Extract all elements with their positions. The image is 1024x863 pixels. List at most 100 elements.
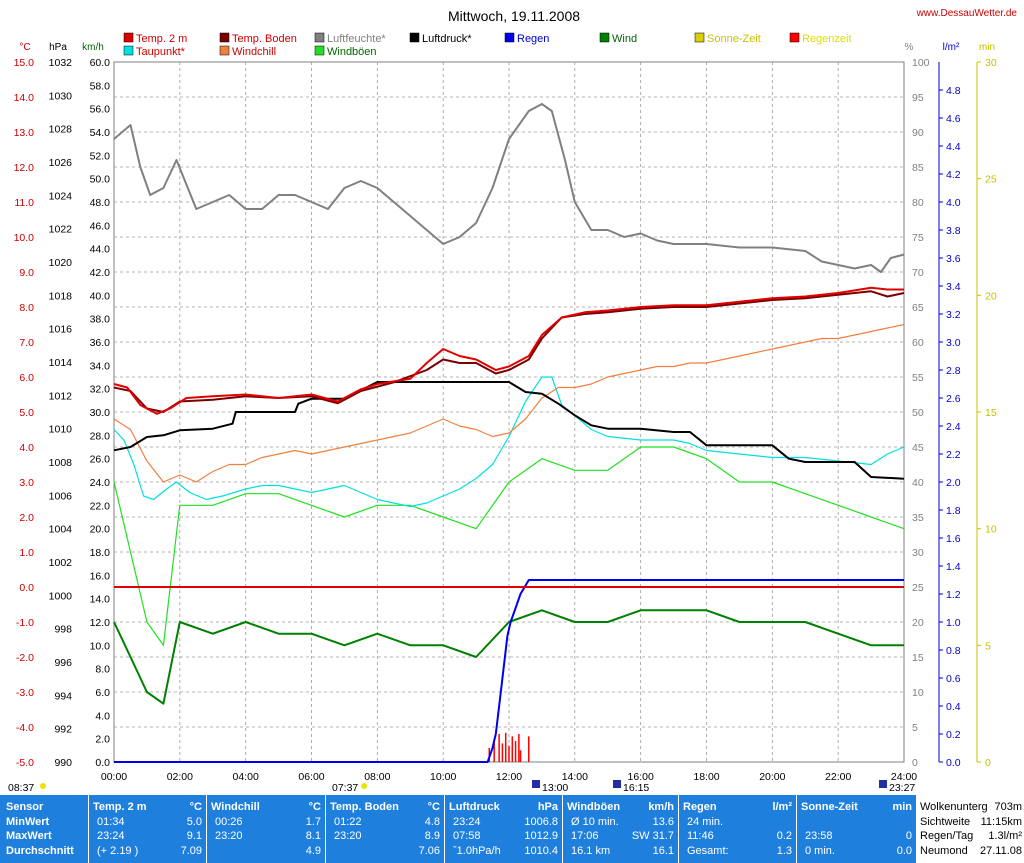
site-link[interactable]: www.DessauWetter.de bbox=[916, 8, 1018, 19]
hum_ticks-tick-label: 65 bbox=[912, 302, 924, 314]
weather-chart: Mittwoch, 19.11.2008 www.DessauWetter.de… bbox=[8, 8, 1018, 794]
temp_ticks-tick-label: 12.0 bbox=[14, 162, 35, 174]
legend-label: Taupunkt* bbox=[136, 46, 186, 58]
stats-value-row: 01:22 4.8 bbox=[334, 815, 440, 829]
wind_ticks-tick-label: 6.0 bbox=[95, 687, 110, 699]
press_ticks-tick-label: 1028 bbox=[49, 124, 73, 136]
series-windb-en bbox=[113, 446, 905, 646]
hum_ticks-tick-label: 15 bbox=[912, 652, 924, 664]
wind_ticks-tick-label: 14.0 bbox=[90, 594, 111, 606]
hum_ticks-tick-label: 45 bbox=[912, 442, 924, 454]
stats-panel: Regen l/m² 24 min. 11:46 0.2 Gesamt: 1.3 bbox=[679, 795, 796, 863]
time-marker-label: 08:37 bbox=[8, 782, 34, 794]
stats-row-label: Durchschnitt bbox=[6, 844, 74, 857]
wind_ticks-tick-label: 0.0 bbox=[95, 757, 110, 769]
legend-swatch bbox=[314, 32, 325, 43]
hum_ticks-tick-label: 0 bbox=[912, 757, 918, 769]
time-marker-label: 23:27 bbox=[889, 782, 915, 794]
series-temp-boden bbox=[113, 290, 905, 413]
legend-swatch bbox=[694, 32, 705, 43]
stats-value: 13.6 bbox=[652, 815, 674, 828]
stats-time: 23:24 bbox=[97, 830, 125, 842]
wind_ticks-tick-label: 52.0 bbox=[90, 150, 111, 162]
legend-swatch bbox=[314, 45, 325, 56]
axis-unit-sun: min bbox=[979, 42, 995, 53]
rain-tick-label: 4.8 bbox=[946, 85, 961, 97]
press_ticks-tick-label: 1008 bbox=[49, 457, 73, 469]
stats-value-row bbox=[805, 815, 912, 829]
press_ticks-tick-label: 1014 bbox=[49, 357, 73, 369]
rain-tick-label: 4.2 bbox=[946, 169, 961, 181]
extra-info-panel: Wolkenunterg 703m Sichtweite 11:15km Regen/T… bbox=[917, 795, 1024, 863]
chart-legend: Temp. 2 m Temp. Boden Luftfeuchte* Luftdruc… bbox=[123, 32, 852, 58]
stats-row-label: Sensor bbox=[6, 801, 44, 813]
temp_ticks-tick-label: 11.0 bbox=[14, 197, 34, 209]
wind_ticks-tick-label: 34.0 bbox=[90, 360, 111, 372]
press_ticks-tick-label: 994 bbox=[54, 690, 72, 702]
rain-tick-label: 1.0 bbox=[946, 617, 961, 629]
wind_ticks-tick-label: 56.0 bbox=[90, 104, 111, 116]
axis-unit-press: hPa bbox=[49, 42, 67, 53]
stats-time: 01:22 bbox=[334, 815, 362, 828]
hum_ticks-tick-label: 90 bbox=[912, 127, 924, 139]
rain-tick-label: 0.6 bbox=[946, 673, 961, 685]
press_ticks-tick-label: 1012 bbox=[49, 390, 73, 402]
wind_ticks-tick-label: 22.0 bbox=[90, 500, 111, 512]
temp_ticks-tick-label: 10.0 bbox=[14, 232, 35, 244]
temp_ticks-tick-label: 14.0 bbox=[14, 92, 35, 104]
wind_ticks-tick-label: 4.0 bbox=[95, 710, 110, 722]
temp_ticks-tick-label: 6.0 bbox=[19, 372, 34, 384]
wind_ticks-tick-label: 48.0 bbox=[90, 197, 111, 209]
legend-swatch bbox=[789, 32, 800, 43]
stats-panel: Windböen km/h Ø 10 min. 13.6 17:06 SW 31.7 16.… bbox=[563, 795, 678, 863]
x-tick-label: 04:00 bbox=[233, 771, 259, 783]
wind_ticks-tick-label: 26.0 bbox=[90, 454, 111, 466]
rain-tick-label: 1.4 bbox=[946, 561, 961, 573]
rain-tick-label: 0.0 bbox=[946, 757, 961, 769]
stats-value: 1012.9 bbox=[524, 830, 558, 842]
legend-swatch bbox=[409, 32, 420, 43]
temp_ticks-tick-label: 2.0 bbox=[19, 512, 34, 524]
extra-info-label: Wolkenunterg bbox=[920, 801, 988, 813]
stats-value-row: 23:24 9.1 bbox=[97, 829, 202, 843]
stats-value: 0.2 bbox=[776, 830, 792, 842]
sun-tick-label: 0 bbox=[985, 757, 991, 769]
extra-info-row: Neumond 27.11.08 bbox=[920, 844, 1022, 858]
press_ticks-tick-label: 1018 bbox=[49, 290, 73, 302]
legend-label: Temp. 2 m bbox=[136, 33, 187, 45]
series-luftdruck- bbox=[113, 381, 905, 480]
axis-unit-hum: % bbox=[905, 42, 914, 53]
stats-value: 9.1 bbox=[186, 830, 202, 842]
stats-value-row: 0 min. 0.0 bbox=[805, 844, 912, 858]
hum_ticks-tick-label: 80 bbox=[912, 197, 924, 209]
extra-info-row: Sichtweite 11:15km bbox=[920, 815, 1022, 829]
temp_ticks-tick-label: -1.0 bbox=[16, 617, 34, 629]
x-tick-label: 12:00 bbox=[496, 771, 522, 783]
wind_ticks-tick-label: 16.0 bbox=[90, 570, 111, 582]
temp_ticks-tick-label: 1.0 bbox=[19, 547, 34, 559]
extra-info-value: 11:15km bbox=[980, 815, 1022, 828]
stats-panel-title: Windböen bbox=[567, 801, 621, 813]
sun-icon bbox=[40, 783, 46, 789]
hum_ticks-tick-label: 70 bbox=[912, 267, 924, 279]
press_ticks-tick-label: 998 bbox=[54, 624, 72, 636]
hum_ticks-tick-label: 75 bbox=[912, 232, 924, 244]
chart-title: Mittwoch, 19.11.2008 bbox=[448, 8, 580, 24]
temp_ticks-tick-label: 7.0 bbox=[19, 337, 34, 349]
stats-panel: Sonne-Zeit min 23:58 0 0 min. 0.0 bbox=[797, 795, 916, 863]
stats-value-row: 17:06 SW 31.7 bbox=[571, 829, 674, 843]
rain-tick-label: 1.8 bbox=[946, 505, 961, 517]
legend-label: Windchill bbox=[232, 46, 276, 58]
extra-info-value: 703m bbox=[994, 801, 1022, 813]
stats-value-row: 23:20 8.1 bbox=[215, 829, 321, 843]
stats-value: 16.1 bbox=[652, 844, 674, 857]
wind_ticks-tick-label: 58.0 bbox=[90, 80, 111, 92]
stats-panel-title: Windchill bbox=[211, 801, 260, 813]
stats-time: Ø 10 min. bbox=[571, 815, 619, 828]
legend-swatch bbox=[504, 32, 515, 43]
wind_ticks-tick-label: 46.0 bbox=[90, 220, 111, 232]
stats-value: 1010.4 bbox=[524, 844, 558, 857]
wind_ticks-tick-label: 44.0 bbox=[90, 244, 111, 256]
legend-label: Regen bbox=[517, 33, 549, 45]
time-markers: 08:37 07:37 13:00 16:15 23:27 bbox=[8, 780, 915, 794]
